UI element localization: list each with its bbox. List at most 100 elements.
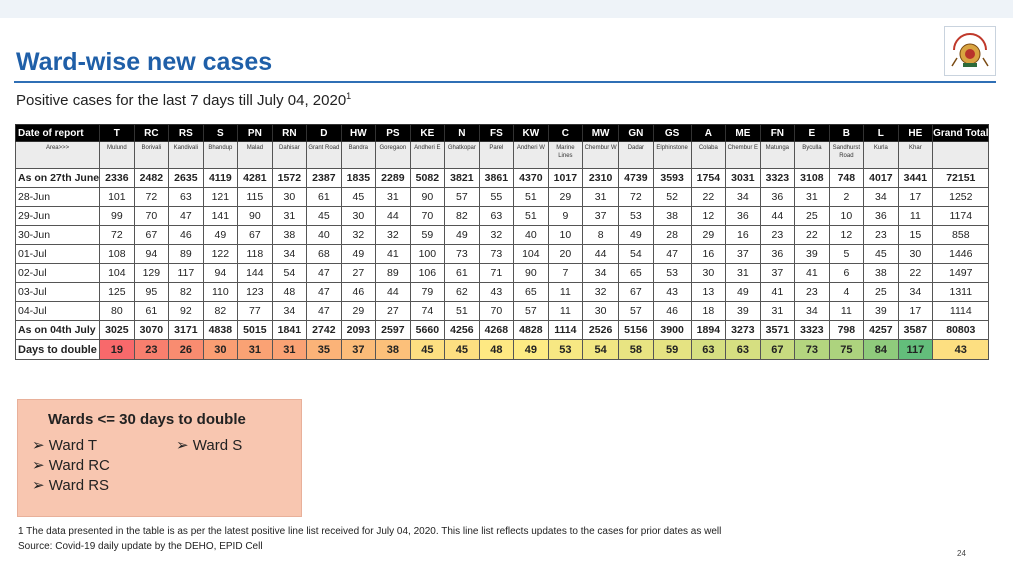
table-row: As on 04th July 3025 3070 3171 4838 5015 1841 2… — [14, 320, 990, 340]
ward-header-cell: KE — [409, 124, 446, 142]
case-count-cell: 43 — [478, 282, 515, 302]
case-count-cell: 31 — [375, 187, 411, 207]
table-header-row: Date of report T RC RS S PN RN D HW PS KE N FS KW C MW G… — [14, 124, 990, 142]
footnote-1: 1 The data presented in the table is as … — [18, 526, 722, 537]
ward-header-cell: E — [794, 124, 830, 142]
case-count-cell: 41 — [375, 244, 411, 264]
case-count-cell: 38 — [652, 206, 692, 226]
days-to-double-cell: 49 — [513, 339, 549, 360]
ward-header-cell: RC — [133, 124, 170, 142]
case-count-cell: 5660 — [409, 320, 446, 340]
case-count-cell: 31 — [271, 206, 308, 226]
case-count-cell: 90 — [513, 263, 549, 283]
days-to-double-cell: 58 — [618, 339, 654, 360]
case-count-cell: 46 — [168, 225, 204, 245]
case-count-cell: 3593 — [652, 168, 692, 188]
case-count-cell: 90 — [237, 206, 273, 226]
table-row: 30-Jun 72 67 46 49 67 38 40 32 32 59 49 32 40 10 8 49 28 2… — [14, 225, 990, 245]
area-name-cell: Bandra — [340, 141, 377, 169]
case-count-cell: 89 — [168, 244, 204, 264]
case-count-cell: 31 — [759, 301, 796, 321]
table-row: 29-Jun 99 70 47 141 90 31 45 30 44 70 82 63 51 9 37 53 38… — [14, 206, 990, 226]
case-count-cell: 3070 — [133, 320, 170, 340]
case-count-cell: 13 — [690, 282, 727, 302]
case-count-cell: 1841 — [271, 320, 308, 340]
grand-total-cell: 80803 — [932, 320, 990, 340]
area-name-cell: Bhandup — [202, 141, 239, 169]
case-count-cell: 52 — [652, 187, 692, 207]
row-date-label: 03-Jul — [14, 282, 101, 302]
ward-list-item: ➢ Ward S — [176, 436, 242, 454]
ward-header-cell: T — [99, 124, 135, 142]
case-count-cell: 4257 — [863, 320, 899, 340]
case-count-cell: 4 — [828, 282, 865, 302]
case-count-cell: 125 — [99, 282, 135, 302]
case-count-cell: 44 — [759, 206, 796, 226]
case-count-cell: 36 — [759, 244, 796, 264]
case-count-cell: 53 — [618, 206, 654, 226]
case-count-cell: 22 — [897, 263, 934, 283]
days-to-double-row: Days to double 19 23 26 30 31 31 35 37 38 45 45 48 49… — [14, 339, 990, 360]
ward-item-label: Ward S — [192, 437, 243, 454]
area-name-cell: Malad — [237, 141, 273, 169]
area-name-cell: Kurla — [863, 141, 899, 169]
case-count-cell: 3900 — [652, 320, 692, 340]
ward-item-label: Ward RS — [48, 477, 110, 494]
area-name-cell: Marine Lines — [547, 141, 584, 169]
area-name-cell: Goregaon — [375, 141, 411, 169]
case-count-cell: 48 — [271, 282, 308, 302]
case-count-cell: 45 — [340, 187, 377, 207]
days-to-double-cell: 31 — [271, 339, 308, 360]
bullet-arrow-icon: ➢ — [176, 437, 189, 454]
case-count-cell: 72 — [133, 187, 170, 207]
case-count-cell: 3108 — [794, 168, 830, 188]
case-count-cell: 22 — [794, 225, 830, 245]
case-count-cell: 2336 — [99, 168, 135, 188]
case-count-cell: 748 — [828, 168, 865, 188]
case-count-cell: 32 — [375, 225, 411, 245]
table-row: 04-Jul 80 61 92 82 77 34 47 29 27 74 51 70 57 11 30 57 46… — [14, 301, 990, 321]
case-count-cell: 22 — [690, 187, 727, 207]
case-count-cell: 47 — [306, 301, 342, 321]
case-count-cell: 12 — [690, 206, 727, 226]
case-count-cell: 5082 — [409, 168, 446, 188]
area-name-cell: Matunga — [759, 141, 796, 169]
table-row: 01-Jul 108 94 89 122 118 34 68 49 41 100 73 73 104 20 4… — [14, 244, 990, 264]
case-count-cell: 47 — [168, 206, 204, 226]
case-count-cell: 3031 — [725, 168, 761, 188]
case-count-cell: 55 — [478, 187, 515, 207]
table-row: 02-Jul 104 129 117 94 144 54 47 27 89 106 61 71 90 7 34… — [14, 263, 990, 283]
ward-header-cell: C — [547, 124, 584, 142]
case-count-cell: 79 — [409, 282, 446, 302]
case-count-cell: 53 — [652, 263, 692, 283]
area-name-cell: Ghatkopar — [444, 141, 480, 169]
case-count-cell: 798 — [828, 320, 865, 340]
case-count-cell: 31 — [582, 187, 620, 207]
case-count-cell: 90 — [409, 187, 446, 207]
area-row: Area>>> Mulund Borivali Kandivali Bhandup Mal… — [14, 141, 990, 169]
days-total-cell: 43 — [932, 339, 990, 360]
municipal-emblem-logo — [944, 26, 996, 76]
case-count-cell: 45 — [863, 244, 899, 264]
case-count-cell: 1835 — [340, 168, 377, 188]
case-count-cell: 92 — [168, 301, 204, 321]
case-count-cell: 44 — [375, 206, 411, 226]
case-count-cell: 44 — [582, 244, 620, 264]
case-count-cell: 46 — [340, 282, 377, 302]
case-count-cell: 4281 — [237, 168, 273, 188]
case-count-cell: 54 — [618, 244, 654, 264]
case-count-cell: 4119 — [202, 168, 239, 188]
subtitle-text: Positive cases for the last 7 days till … — [16, 92, 347, 109]
case-count-cell: 4268 — [478, 320, 515, 340]
table-row: 28-Jun 101 72 63 121 115 30 61 45 31 90 57 55 51 29 31 7… — [14, 187, 990, 207]
case-count-cell: 2289 — [375, 168, 411, 188]
case-count-cell: 12 — [828, 225, 865, 245]
case-count-cell: 129 — [133, 263, 170, 283]
case-count-cell: 101 — [99, 187, 135, 207]
case-count-cell: 30 — [582, 301, 620, 321]
grand-total-cell: 1174 — [932, 206, 990, 226]
case-count-cell: 115 — [237, 187, 273, 207]
case-count-cell: 39 — [725, 301, 761, 321]
area-name-cell: Colaba — [690, 141, 727, 169]
case-count-cell: 25 — [863, 282, 899, 302]
